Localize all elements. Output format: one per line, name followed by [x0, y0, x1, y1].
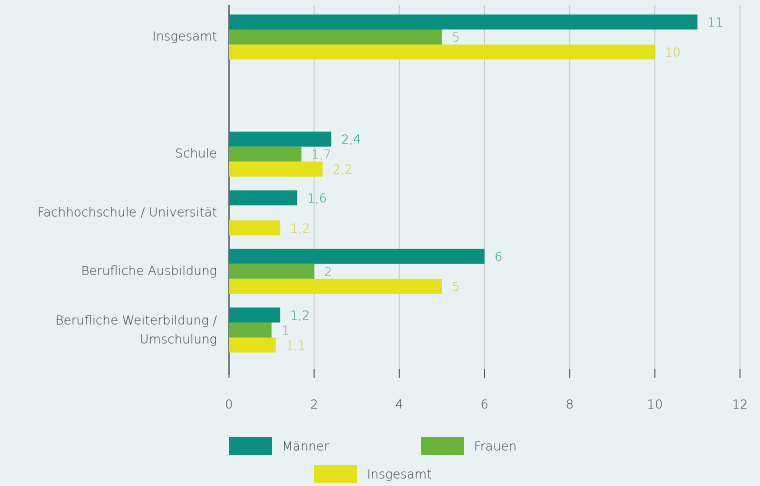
- value-label: 1,7: [311, 147, 331, 162]
- category-label: Berufliche Weiterbildung / Umschulung: [55, 312, 217, 346]
- value-label: 1,2: [290, 220, 310, 235]
- value-label: 5: [452, 279, 460, 294]
- x-tick-label: 6: [481, 397, 489, 412]
- legend-swatch: [421, 437, 464, 455]
- category-label: Schule: [175, 146, 217, 161]
- legend-label: Männer: [282, 439, 330, 454]
- legend-label: Frauen: [474, 439, 517, 454]
- x-tick-label: 12: [732, 397, 748, 412]
- value-label: 1,1: [286, 338, 306, 353]
- category-label: Berufliche Ausbildung: [81, 263, 217, 278]
- bar: [229, 307, 281, 323]
- x-tick-label: 2: [310, 397, 318, 412]
- x-tick-label: 8: [566, 397, 574, 412]
- value-label: 11: [707, 15, 723, 30]
- legend-swatch: [229, 437, 272, 455]
- value-label: 1,2: [290, 308, 310, 323]
- bar: [229, 248, 485, 264]
- bar: [229, 146, 302, 162]
- x-tick-label: 10: [647, 397, 663, 412]
- bar: [229, 337, 276, 353]
- x-tick-label: 4: [395, 397, 403, 412]
- value-label: 6: [495, 249, 503, 264]
- bar: [229, 220, 281, 236]
- value-label: 1,6: [307, 190, 327, 205]
- x-tick-label: 0: [225, 397, 233, 412]
- value-label: 2: [324, 264, 332, 279]
- bar: [229, 131, 332, 147]
- category-label: Fachhochschule / Universität: [37, 204, 217, 219]
- legend-swatch: [314, 465, 357, 483]
- bar: [229, 190, 298, 206]
- bar: [229, 278, 442, 294]
- bar: [229, 263, 315, 279]
- value-label: 2,4: [341, 132, 361, 147]
- value-label: 2,2: [333, 162, 353, 177]
- bar: [229, 161, 323, 177]
- value-label: 10: [665, 45, 681, 60]
- bar: [229, 44, 655, 60]
- bar: [229, 322, 272, 338]
- value-label: 1: [282, 323, 290, 338]
- bar: [229, 29, 442, 45]
- legend-label: Insgesamt: [367, 467, 432, 482]
- category-label: Insgesamt: [152, 29, 217, 44]
- value-label: 5: [452, 30, 460, 45]
- bar: [229, 14, 698, 30]
